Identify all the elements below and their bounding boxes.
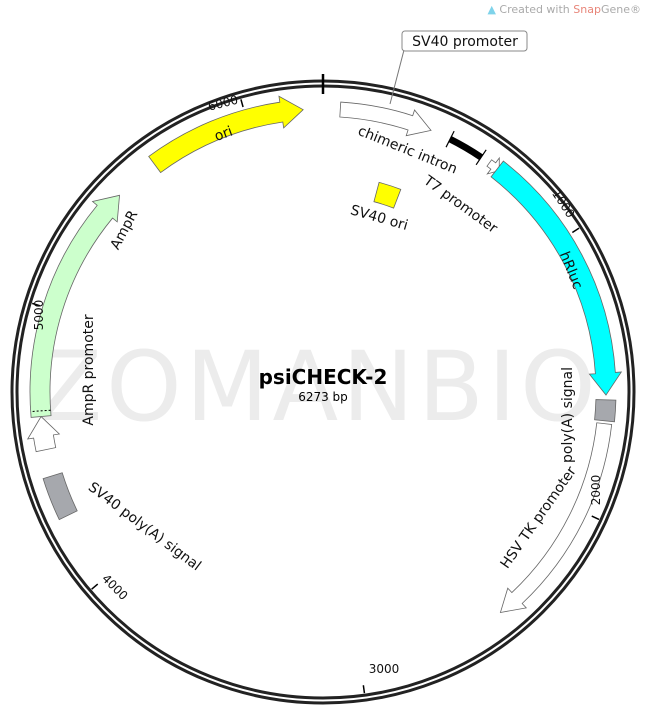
tick-mark-5000 — [31, 302, 41, 307]
label-sv40-promoter[interactable]: SV40 promoter — [412, 34, 518, 50]
feature-hsv-tk-promoter[interactable] — [499, 422, 613, 613]
feature-sv40-promoter[interactable] — [339, 101, 432, 137]
label-hsv-tk-promoter[interactable]: HSV TK promoter — [498, 464, 580, 572]
label-t7-promoter[interactable]: T7 promoter — [420, 172, 501, 237]
ampr-promoter-boundary — [30, 409, 51, 413]
credit-brand-snap: Snap — [573, 3, 601, 16]
feature-chimeric-intron[interactable] — [448, 135, 484, 161]
intron-end-cap — [445, 130, 455, 148]
tick-mark-4000 — [91, 583, 99, 590]
feature-ori[interactable] — [148, 95, 304, 174]
label-sv40-ori[interactable]: SV40 ori — [349, 202, 410, 234]
sv40-promoter-leader — [389, 49, 405, 105]
watermark: ZOMANBIO — [36, 331, 599, 443]
feature-ampr[interactable] — [29, 194, 120, 418]
tick-mark-3000 — [362, 685, 366, 694]
tick-label-6000: 6000 — [207, 93, 240, 114]
credit-brand-gene: Gene — [600, 3, 630, 16]
plasmid-length: 6273 bp — [298, 390, 348, 404]
plasmid-name: psiCHECK-2 — [259, 365, 388, 389]
snapgene-credit: ▲ Created with SnapGene® — [487, 3, 641, 16]
feature-sv40-poly-a-signal[interactable] — [42, 472, 78, 521]
sv40-promoter-label-box — [401, 30, 528, 52]
label-sv40-polya-signal[interactable]: SV40 poly(A) signal — [85, 479, 204, 574]
feature-ampr-promoter[interactable] — [26, 415, 61, 453]
label-ori[interactable]: ori — [212, 124, 235, 145]
tick-label-3000: 3000 — [369, 662, 400, 676]
feature-poly-a-signal[interactable] — [594, 399, 617, 423]
tick-mark-2000 — [591, 515, 600, 521]
tick-mark-1000 — [571, 227, 580, 234]
feature-sv40-ori[interactable] — [373, 181, 402, 209]
label-polya-signal[interactable]: poly(A) signal — [560, 367, 576, 463]
tick-label-4000: 4000 — [99, 571, 130, 602]
feature-hrluc[interactable] — [490, 160, 623, 396]
credit-prefix: Created with — [499, 3, 574, 16]
snapgene-logo-icon: ▲ — [487, 3, 496, 16]
tick-label-2000: 2000 — [589, 475, 603, 506]
tick-mark-6000 — [240, 99, 244, 108]
label-ampr-promoter[interactable]: AmpR promoter — [81, 314, 97, 425]
tick-label-5000: 5000 — [32, 300, 46, 331]
credit-reg: ® — [630, 3, 641, 16]
intron-end-cap — [475, 149, 487, 166]
